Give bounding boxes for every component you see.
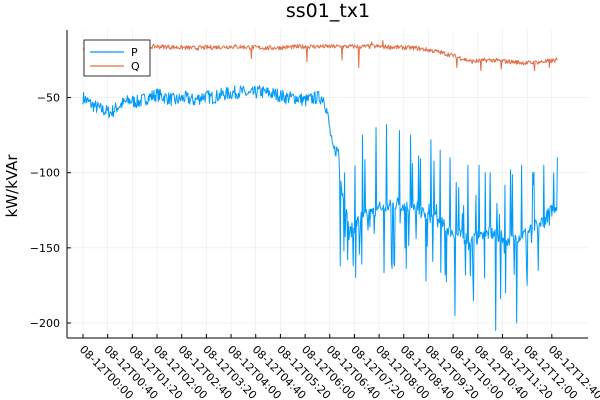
y-tick-labels: −50 −100 −150 −200 bbox=[30, 92, 60, 330]
legend-label-Q: Q bbox=[131, 60, 140, 73]
legend: PQ bbox=[83, 39, 151, 77]
axes bbox=[66, 30, 588, 339]
y-axis-label: kW/kVAr bbox=[3, 154, 21, 218]
legend-label-P: P bbox=[131, 46, 138, 59]
series-layer bbox=[82, 40, 558, 331]
y-tick-label: −150 bbox=[30, 242, 60, 255]
series-line-P bbox=[82, 85, 558, 331]
y-tick-label: −200 bbox=[30, 317, 60, 330]
chart-title: ss01_tx1 bbox=[286, 0, 370, 22]
legend-box bbox=[83, 39, 151, 77]
series-line-Q bbox=[82, 40, 558, 72]
y-tick-label: −50 bbox=[37, 92, 60, 105]
y-tick-label: −100 bbox=[30, 167, 60, 180]
x-tick-labels: 08-12T00:0008-12T00:4008-12T01:2008-12T0… bbox=[77, 343, 600, 400]
